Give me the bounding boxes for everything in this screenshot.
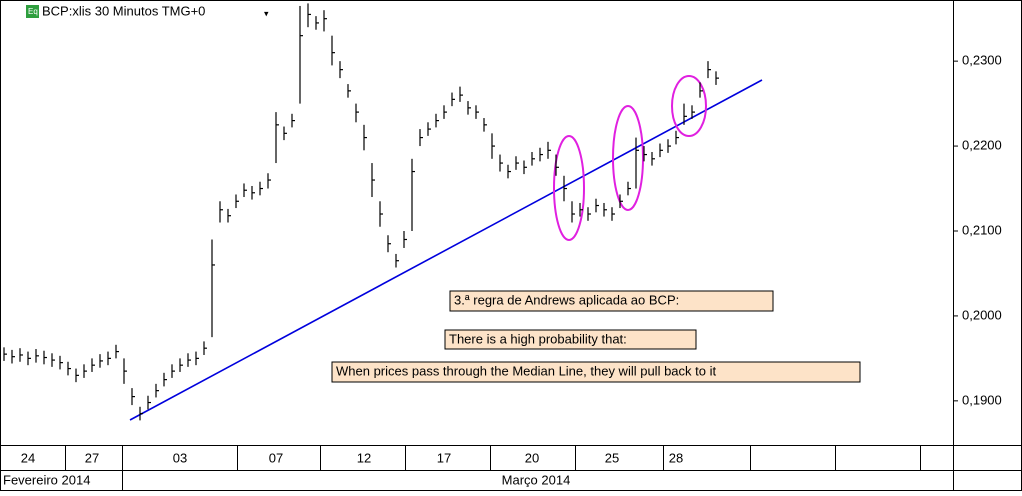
x-tick-label: 03	[173, 450, 187, 465]
annotation-box	[444, 329, 697, 350]
x-tick-label: 24	[21, 450, 35, 465]
y-tick-label: 0,1900	[962, 392, 1002, 407]
annotation: When prices pass through the Median Line…	[336, 363, 716, 378]
y-tick-label: 0,2100	[962, 222, 1002, 237]
x-tick-label: 20	[525, 450, 539, 465]
x-tick-label: 12	[357, 450, 371, 465]
annotation: 3.ª regra de Andrews aplicada ao BCP:	[454, 292, 679, 307]
y-tick-label: 0,2000	[962, 307, 1002, 322]
median-line	[129, 79, 763, 421]
annotation: There is a high probability that:	[449, 331, 627, 346]
annotation-box	[449, 290, 774, 312]
eq-icon-text: Eq	[28, 7, 38, 16]
chart-title[interactable]: BCP:xlis 30 Minutos TMG+0	[42, 3, 205, 18]
period-label: Fevereiro 2014	[3, 472, 90, 487]
y-tick-label: 0,2200	[962, 138, 1002, 153]
y-tick-label: 0,2300	[962, 53, 1002, 68]
x-tick-label: 27	[85, 450, 99, 465]
x-tick-label: 25	[605, 450, 619, 465]
title-dropdown[interactable]: ▾	[264, 8, 269, 18]
date-separators	[65, 446, 921, 491]
x-tick-label: 07	[269, 450, 283, 465]
x-tick-label: 17	[437, 450, 451, 465]
period-label: Março 2014	[502, 472, 571, 487]
highlight-ellipses	[553, 75, 707, 241]
eq-icon	[26, 5, 39, 18]
annotation-box	[331, 361, 861, 383]
x-tick-label: 28	[669, 450, 683, 465]
